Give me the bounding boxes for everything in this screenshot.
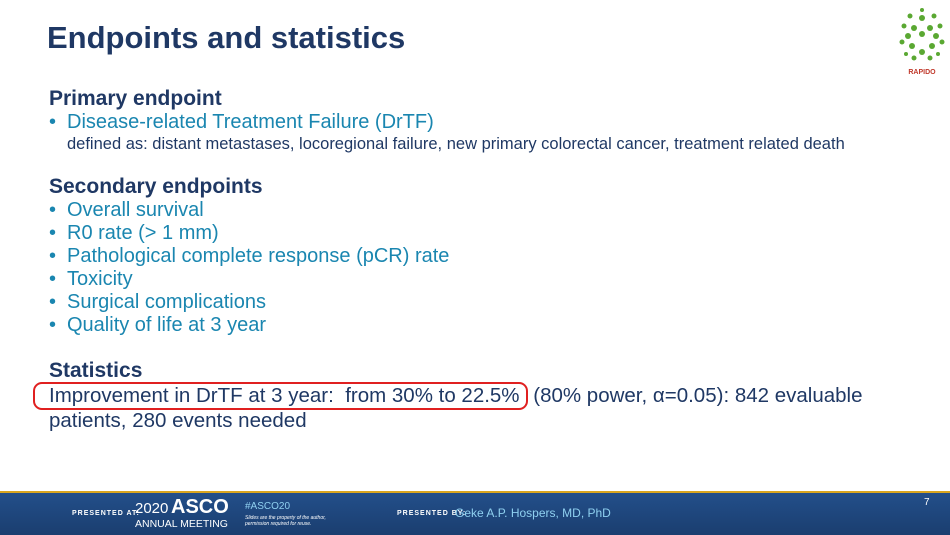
heading: Primary endpoint [49,87,222,110]
text: (80% power, α=0.05): 842 evaluable patie… [49,384,869,432]
presenter: Geke A.P. Hospers, MD, PhD [455,506,611,520]
meeting: ANNUAL MEETING [135,518,228,530]
list: Overall survivalR0 rate (> 1 mm)Patholog… [49,199,449,337]
bullet: Disease-related Treatment Failure (DrTF) [49,111,434,134]
disclaimer: Slides are the property of the author, p… [245,515,326,527]
list: Disease-related Treatment Failure (DrTF) [49,111,434,134]
bullet: Toxicity [49,268,449,291]
hashtag: #ASCO20 [245,501,291,512]
bullet: R0 rate (> 1 mm) [49,222,449,245]
label: PRESENTED AT: [72,510,140,517]
logo-text: RAPIDO [908,69,936,76]
year: 2020 [135,500,169,517]
bullet: Quality of life at 3 year [49,314,449,337]
definition: defined as: distant metastases, locoregi… [67,135,845,153]
bullet: Pathological complete response (pCR) rat… [49,245,449,268]
asco: ASCO [171,496,229,518]
page-number: 7 [924,497,930,508]
bullet: Surgical complications [49,291,449,314]
heading: Statistics [49,359,143,382]
label: PRESENTED BY: [397,510,467,517]
heading: Secondary endpoints [49,175,263,198]
highlight: Improvement in DrTF at 3 year: from 30% … [33,382,528,410]
bullet: Overall survival [49,199,449,222]
footer: PRESENTED AT: 2020 ASCO ANNUAL MEETING #… [0,491,950,535]
logo: RAPIDO [899,8,945,76]
statistics-text: Improvement in DrTF at 3 year: from 30% … [33,382,899,433]
title: Endpoints and statistics [47,20,406,55]
